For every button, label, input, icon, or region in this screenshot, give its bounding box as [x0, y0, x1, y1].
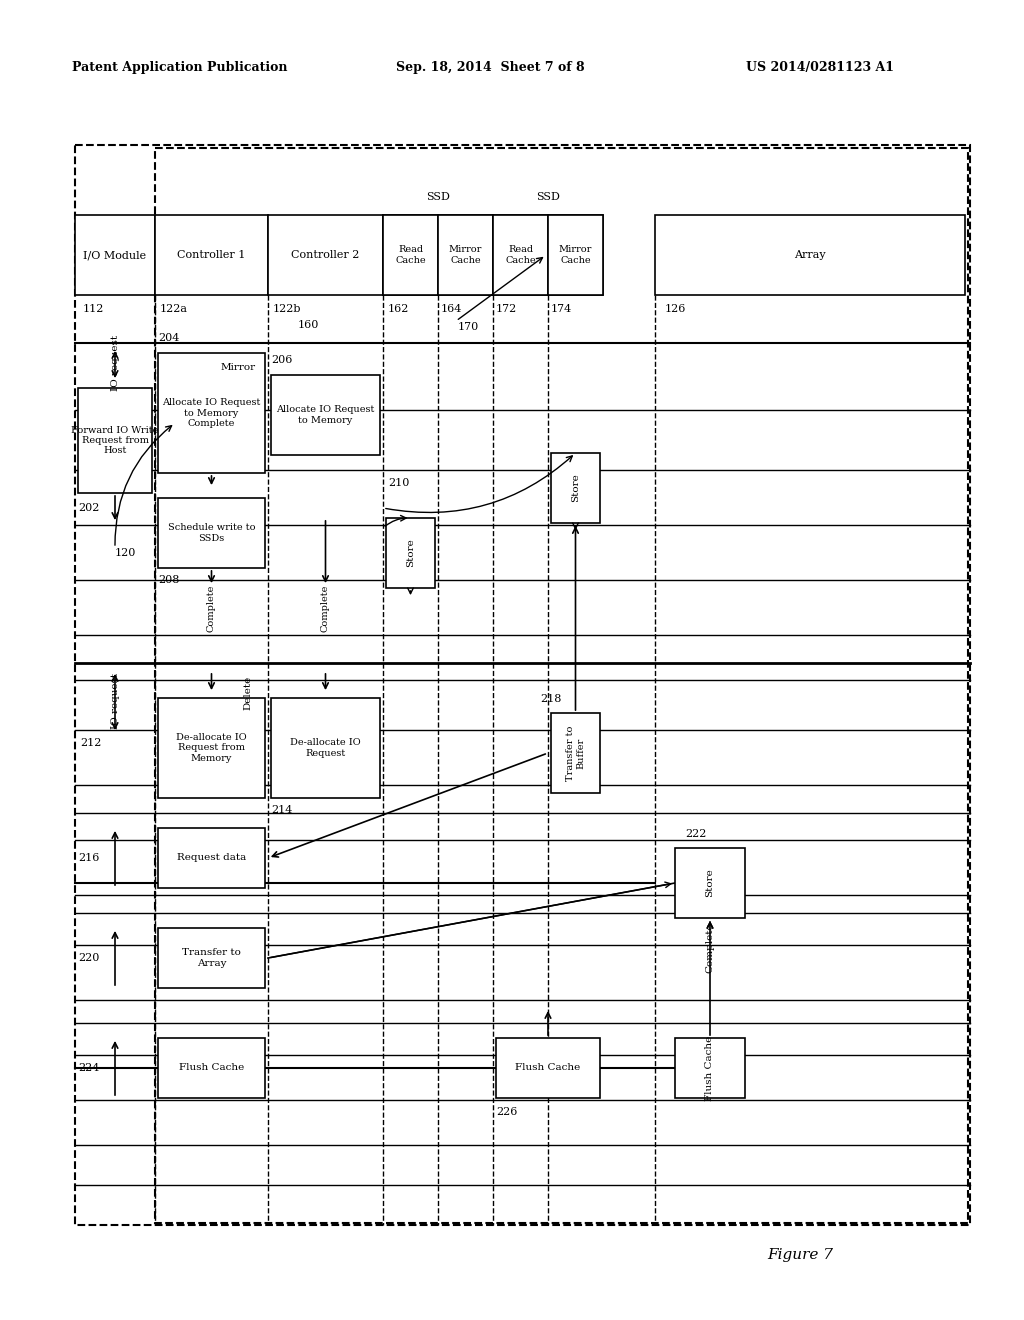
- Bar: [158, 928, 265, 987]
- Bar: [75, 215, 155, 294]
- Bar: [493, 215, 548, 294]
- Bar: [158, 498, 265, 568]
- Text: 164: 164: [441, 304, 463, 314]
- Bar: [438, 215, 493, 294]
- Text: 172: 172: [496, 304, 517, 314]
- Bar: [386, 517, 435, 587]
- Text: Store: Store: [406, 539, 415, 568]
- Bar: [675, 1038, 745, 1098]
- Bar: [655, 215, 965, 294]
- Text: I/O Module: I/O Module: [83, 249, 146, 260]
- Text: 122b: 122b: [273, 304, 301, 314]
- Text: Complete: Complete: [207, 585, 216, 632]
- Text: 212: 212: [80, 738, 101, 748]
- Text: 214: 214: [271, 805, 293, 814]
- Text: 204: 204: [158, 333, 179, 343]
- Text: 226: 226: [496, 1107, 517, 1117]
- Text: 210: 210: [388, 478, 410, 488]
- Bar: [268, 215, 383, 294]
- Text: SSD: SSD: [536, 191, 560, 202]
- Bar: [551, 453, 600, 523]
- Text: De-allocate IO
Request from
Memory: De-allocate IO Request from Memory: [176, 733, 247, 763]
- Text: Flush Cache: Flush Cache: [179, 1064, 244, 1072]
- Bar: [158, 828, 265, 888]
- Bar: [78, 388, 152, 492]
- Text: Transfer to
Buffer: Transfer to Buffer: [566, 725, 585, 780]
- Text: 126: 126: [665, 304, 686, 314]
- Text: Flush Cache: Flush Cache: [706, 1035, 715, 1101]
- Text: Flush Cache: Flush Cache: [515, 1064, 581, 1072]
- Text: 112: 112: [83, 304, 104, 314]
- Text: 202: 202: [78, 503, 99, 513]
- Bar: [675, 847, 745, 917]
- Text: 208: 208: [158, 576, 179, 585]
- Text: Mirror
Cache: Mirror Cache: [449, 246, 482, 265]
- Bar: [548, 215, 603, 294]
- Bar: [271, 698, 380, 799]
- Text: Schedule write to
SSDs: Schedule write to SSDs: [168, 523, 255, 543]
- Text: Allocate IO Request
to Memory: Allocate IO Request to Memory: [276, 405, 375, 425]
- Text: 122a: 122a: [160, 304, 188, 314]
- Bar: [75, 145, 970, 1225]
- Bar: [158, 352, 265, 473]
- Text: Store: Store: [571, 474, 580, 503]
- Text: Request data: Request data: [177, 854, 246, 862]
- Text: Figure 7: Figure 7: [767, 1247, 833, 1262]
- Text: Mirror
Cache: Mirror Cache: [559, 246, 592, 265]
- Text: Store: Store: [706, 869, 715, 898]
- Text: Complete: Complete: [321, 585, 330, 632]
- Text: Transfer to
Array: Transfer to Array: [182, 948, 241, 968]
- Text: Controller 1: Controller 1: [177, 249, 246, 260]
- Text: 220: 220: [78, 953, 99, 964]
- Text: 218: 218: [540, 694, 561, 704]
- Text: 216: 216: [78, 853, 99, 863]
- Text: 170: 170: [458, 322, 479, 333]
- Text: US 2014/0281123 A1: US 2014/0281123 A1: [746, 62, 894, 74]
- Text: Delete: Delete: [244, 676, 253, 710]
- Text: IO request: IO request: [111, 673, 120, 729]
- Text: 162: 162: [388, 304, 410, 314]
- Text: Array: Array: [795, 249, 825, 260]
- Text: Mirror: Mirror: [220, 363, 256, 372]
- Bar: [383, 215, 438, 294]
- Bar: [155, 215, 268, 294]
- Text: Controller 2: Controller 2: [291, 249, 359, 260]
- Bar: [493, 215, 603, 294]
- Text: Complete: Complete: [706, 923, 715, 973]
- Bar: [383, 215, 493, 294]
- Text: Forward IO Write
Request from
Host: Forward IO Write Request from Host: [72, 425, 159, 455]
- Bar: [496, 1038, 600, 1098]
- Text: 222: 222: [685, 829, 707, 840]
- Text: 206: 206: [271, 355, 293, 366]
- Text: Sep. 18, 2014  Sheet 7 of 8: Sep. 18, 2014 Sheet 7 of 8: [395, 62, 585, 74]
- Text: 160: 160: [298, 319, 319, 330]
- Bar: [158, 698, 265, 799]
- Bar: [551, 713, 600, 793]
- Text: SSD: SSD: [426, 191, 450, 202]
- Text: 120: 120: [115, 548, 136, 558]
- Text: IO request: IO request: [111, 335, 120, 391]
- Text: Read
Cache: Read Cache: [505, 246, 536, 265]
- Text: 224: 224: [78, 1063, 99, 1073]
- Text: Allocate IO Request
to Memory
Complete: Allocate IO Request to Memory Complete: [163, 399, 261, 428]
- Text: De-allocate IO
Request: De-allocate IO Request: [290, 738, 360, 758]
- Text: Patent Application Publication: Patent Application Publication: [73, 62, 288, 74]
- Text: 174: 174: [551, 304, 572, 314]
- Text: Read
Cache: Read Cache: [395, 246, 426, 265]
- Bar: [158, 1038, 265, 1098]
- Bar: [271, 375, 380, 455]
- Bar: [155, 148, 968, 1224]
